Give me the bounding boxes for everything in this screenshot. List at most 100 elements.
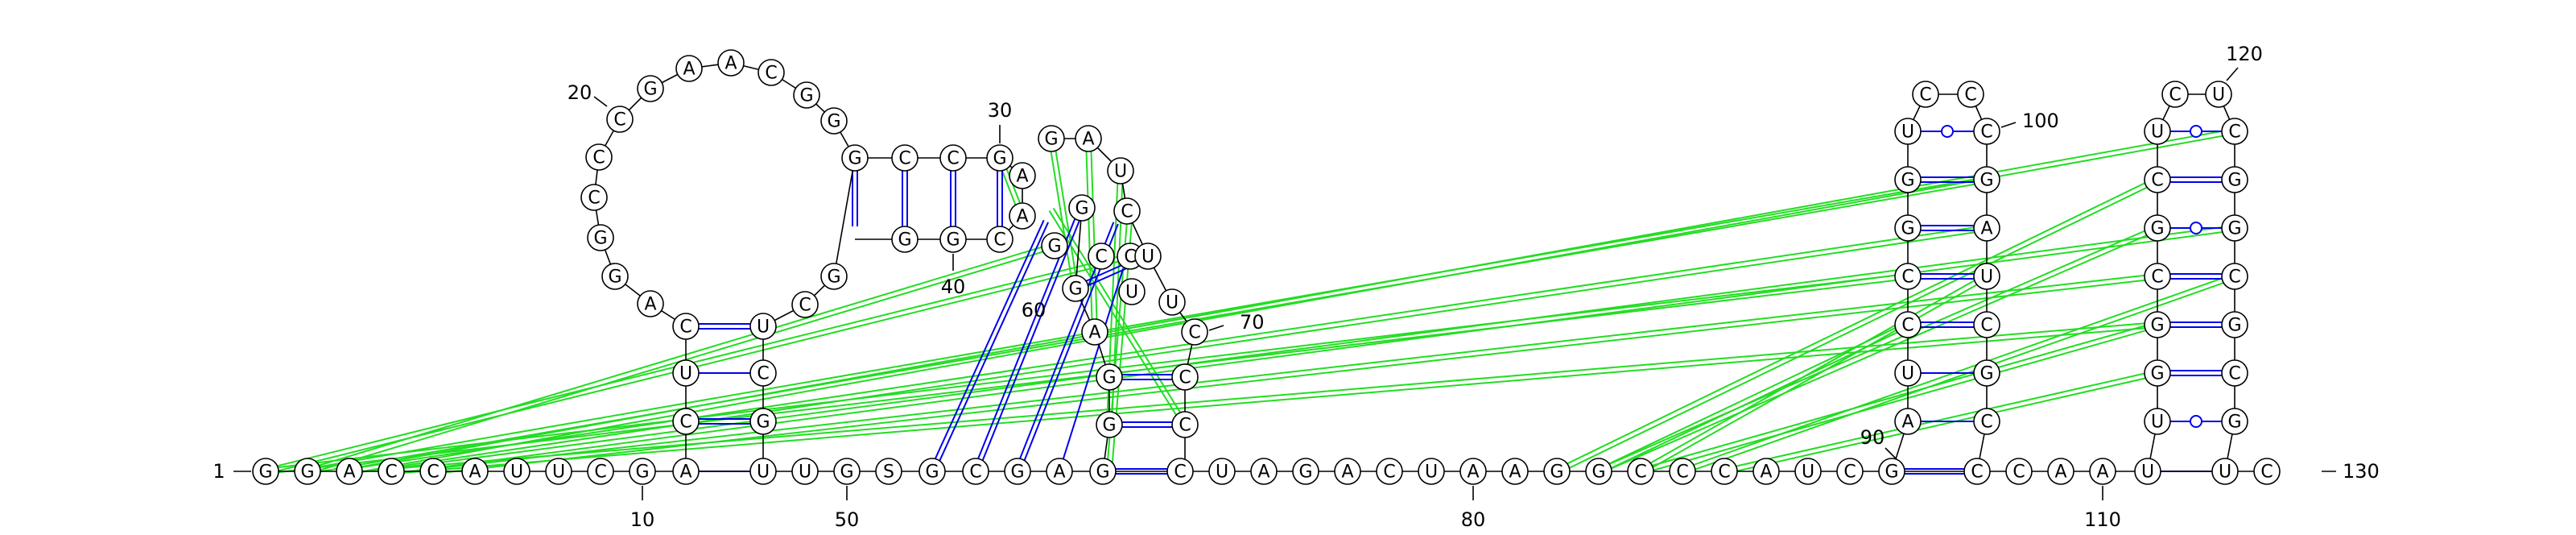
nucleotide-letter: C <box>1901 268 1913 288</box>
nucleotide: G <box>1894 214 1922 242</box>
nucleotide: C <box>1166 458 1194 485</box>
nucleotide: A <box>717 49 745 77</box>
nucleotide: G <box>629 458 656 485</box>
nucleotide-letter: A <box>2054 462 2066 483</box>
nucleotide: A <box>1894 408 1922 435</box>
nucleotide-letter: U <box>2151 413 2164 433</box>
nucleotide: U <box>1894 359 1922 387</box>
nucleotide-letter: G <box>1075 199 1088 219</box>
nucleotide: C <box>2221 359 2248 387</box>
nucleotide: G <box>749 408 777 435</box>
nucleotide-letter: A <box>1509 462 1521 483</box>
nucleotide-letter: U <box>757 462 770 483</box>
nucleotide: G <box>601 263 629 290</box>
nucleotide: C <box>1836 458 1864 485</box>
nucleotide-letter: G <box>2150 364 2164 384</box>
nucleotide-letter: A <box>1257 462 1269 483</box>
base-pair-line <box>977 218 1076 459</box>
nucleotide-letter: C <box>588 189 600 209</box>
nucleotide: C <box>749 359 777 387</box>
nucleotide-letter: C <box>2260 462 2273 483</box>
position-label: 120 <box>2226 43 2263 65</box>
nucleotide-letter: G <box>840 462 853 483</box>
nucleotide: A <box>1334 458 1361 485</box>
pseudoknot-line <box>1681 273 2235 471</box>
nucleotide-letter: G <box>827 112 840 132</box>
nucleotide: C <box>1376 458 1403 485</box>
nucleotide: C <box>1171 411 1199 438</box>
nucleotide-letter: G <box>258 462 272 483</box>
nucleotide: C <box>1894 311 1922 338</box>
nucleotide-letter: A <box>1760 462 1772 483</box>
nucleotide: C <box>1973 311 2000 338</box>
nucleotide: G <box>2144 311 2171 338</box>
nucleotide: G <box>1038 125 1065 152</box>
position-label: 30 <box>988 99 1013 122</box>
nucleotide-letter: C <box>2151 171 2163 191</box>
nucleotide-letter: C <box>613 110 625 131</box>
nucleotide-letter: G <box>898 230 911 251</box>
nucleotide: U <box>2144 408 2171 435</box>
nucleotide-letter: G <box>946 230 960 251</box>
wobble-pair-dot <box>2190 125 2202 138</box>
position-label: 130 <box>2343 460 2380 483</box>
nucleotide: C <box>1113 197 1141 225</box>
nucleotide-letter: G <box>1550 462 1563 483</box>
nucleotide: C <box>2144 166 2171 193</box>
pseudoknot-line <box>1641 277 1988 475</box>
pseudoknot-line <box>1639 273 1987 471</box>
pseudoknot-line <box>349 225 1987 471</box>
nucleotide: G <box>833 458 861 485</box>
wobble-pair-dot <box>2190 222 2202 234</box>
nucleotide-letter: G <box>1044 130 1058 150</box>
nucleotide: C <box>986 226 1013 253</box>
nucleotide-letter: U <box>1425 462 1438 483</box>
nucleotide-letter: U <box>510 462 523 483</box>
nucleotide-letter: G <box>300 462 314 483</box>
nucleotide: U <box>791 458 819 485</box>
pseudoknot-line <box>349 132 2235 475</box>
pseudoknot-line <box>1048 139 1075 289</box>
nucleotide-letter: G <box>1102 368 1116 388</box>
nucleotide: G <box>1973 359 2000 387</box>
nucleotide-letter: G <box>925 462 939 483</box>
nucleotide: G <box>587 224 614 251</box>
nucleotide: A <box>1973 214 2000 242</box>
nucleotide-letter: G <box>1068 280 1082 300</box>
nucleotide: A <box>1009 202 1036 230</box>
nucleotide-letter: C <box>679 413 691 433</box>
pseudoknot-line <box>307 176 1987 471</box>
nucleotide-letter: C <box>1964 85 1976 106</box>
nucleotide: A <box>2047 458 2074 485</box>
nucleotide-letter: C <box>1188 323 1200 343</box>
nucleotide-letter: A <box>724 54 737 74</box>
nucleotide-letter: U <box>1980 268 1993 288</box>
nucleotide-letter: G <box>1298 462 1312 483</box>
nucleotide-letter: C <box>592 148 605 168</box>
nucleotide: C <box>939 144 967 172</box>
nucleotide-letter: C <box>2151 268 2163 288</box>
nucleotide-letter: C <box>1901 316 1913 336</box>
nucleotide-letter: G <box>993 149 1006 169</box>
nucleotide-letter: U <box>1125 283 1138 303</box>
nucleotide: C <box>1963 458 1991 485</box>
nucleotide: A <box>461 458 489 485</box>
nucleotide-letter: G <box>2150 316 2164 336</box>
nucleotide-letter: C <box>898 149 910 169</box>
nucleotide: U <box>2205 81 2232 108</box>
nucleotide-letter: U <box>1141 247 1154 268</box>
nucleotide: U <box>2211 458 2239 485</box>
nucleotide-letter: C <box>1980 122 1992 143</box>
nucleotide: C <box>2253 458 2281 485</box>
nucleotide: C <box>2005 458 2033 485</box>
nucleotide-letter: C <box>1718 462 1730 483</box>
nucleotide-letter: G <box>2150 219 2164 239</box>
nucleotide: U <box>503 458 530 485</box>
nucleotide-letter: A <box>469 462 481 483</box>
nucleotide: A <box>1459 458 1487 485</box>
nucleotide-letter: C <box>947 149 959 169</box>
nucleotide: C <box>1894 263 1922 290</box>
nucleotide-letter: G <box>2227 219 2241 239</box>
nucleotide-letter: G <box>1047 237 1061 257</box>
